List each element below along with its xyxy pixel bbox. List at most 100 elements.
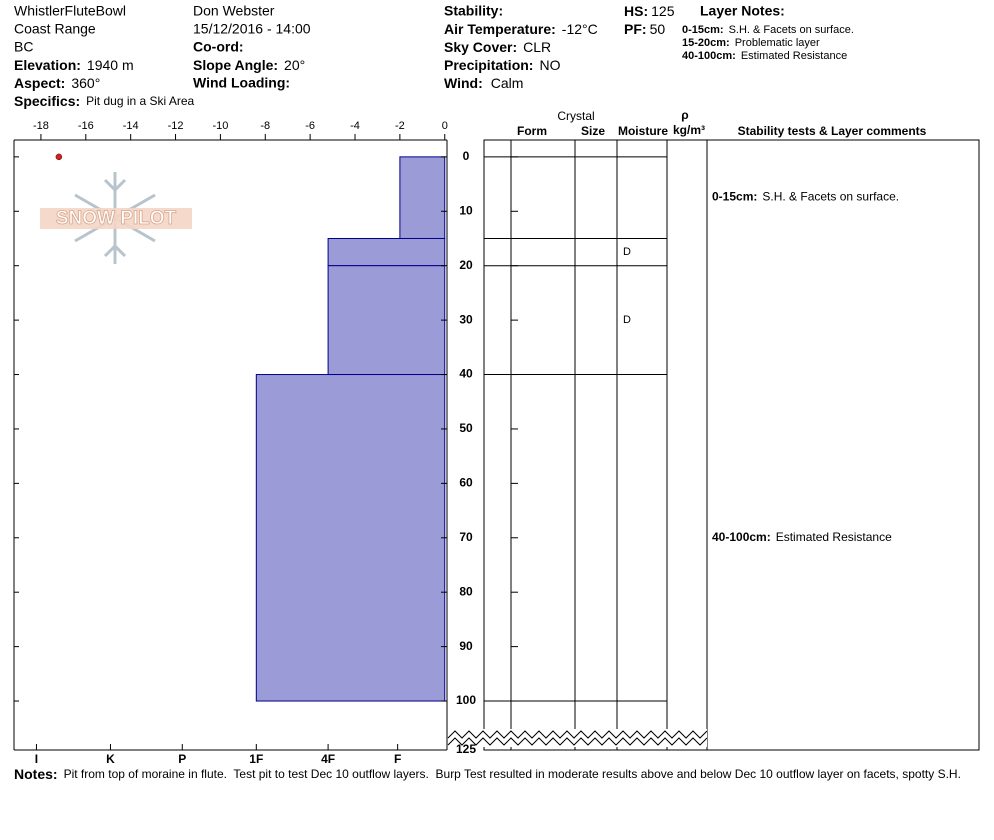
value: Calm — [491, 75, 524, 91]
hardness-label: F — [394, 752, 401, 766]
note-range: 15-20cm: — [682, 37, 730, 49]
elevation: Elevation: 1940 m — [14, 57, 134, 73]
value: 1940 m — [87, 57, 134, 73]
comment-range: 40-100cm: — [712, 530, 771, 544]
hs: HS: 125 — [624, 3, 675, 19]
moisture: D — [623, 314, 631, 326]
hardness-bar — [399, 156, 446, 239]
wind: Wind: Calm — [444, 75, 523, 91]
notes: Notes: Pit from top of moraine in flute. … — [14, 766, 961, 782]
col-header: ρ — [681, 108, 688, 122]
label: Elevation: — [14, 57, 81, 73]
coord-label: Co-ord: — [193, 39, 244, 55]
aspect: Aspect: 360° — [14, 75, 100, 91]
label: PF: — [624, 21, 647, 37]
col-header: Size — [581, 124, 605, 138]
moisture: D — [623, 246, 631, 258]
value: Pit dug in a Ski Area — [86, 94, 194, 108]
y-tick-label: 80 — [459, 584, 473, 598]
note-range: 40-100cm: — [682, 50, 736, 62]
label: Aspect: — [14, 75, 65, 91]
value: NO — [539, 57, 560, 73]
label: Air Temperature: — [444, 21, 556, 37]
col-header: kg/m³ — [673, 123, 705, 137]
col-header: Stability tests & Layer comments — [738, 124, 927, 138]
comment-range: 0-15cm: — [712, 190, 757, 204]
x-tick-label: -16 — [78, 120, 94, 132]
point — [55, 153, 63, 161]
x-tick-label: -6 — [305, 120, 315, 132]
label: Sky Cover: — [444, 39, 517, 55]
y-tick-label: 100 — [456, 693, 476, 707]
air-temp: Air Temperature: -12°C — [444, 21, 598, 37]
slope: Slope Angle: 20° — [193, 57, 305, 73]
state: BC — [14, 39, 33, 55]
layer-note: 0-15cm: S.H. & Facets on surface. — [682, 24, 854, 36]
hardness-label: K — [106, 752, 115, 766]
observer: Don Webster — [193, 3, 275, 19]
hardness-bar — [255, 374, 446, 702]
value: 360° — [71, 75, 100, 91]
y-tick-label: 40 — [459, 367, 473, 381]
y-tick-label: 10 — [459, 203, 473, 217]
comment-text: S.H. & Facets on surface. — [762, 190, 899, 204]
label: Slope Angle: — [193, 57, 278, 73]
label: Wind: — [444, 75, 483, 91]
col-header: Moisture — [618, 124, 668, 138]
note-text: S.H. & Facets on surface. — [729, 24, 854, 36]
layer-comment: 40-100cm: Estimated Resistance — [712, 530, 892, 544]
label: HS: — [624, 3, 648, 19]
y-tick-label: 20 — [459, 258, 473, 272]
note-text: Estimated Resistance — [741, 50, 847, 62]
hardness-label: 4F — [321, 752, 335, 766]
y-tick-label: 50 — [459, 421, 473, 435]
x-tick-label: -10 — [212, 120, 228, 132]
hardness-label: 1F — [249, 752, 263, 766]
y-tick-label: 70 — [459, 530, 473, 544]
table-frame — [447, 139, 980, 751]
location: WhistlerFluteBowl — [14, 3, 126, 19]
hardness-label: P — [178, 752, 186, 766]
label: Precipitation: — [444, 57, 533, 73]
x-tick-label: -14 — [123, 120, 139, 132]
value: CLR — [523, 39, 551, 55]
datetime: 15/12/2016 - 14:00 — [193, 21, 311, 37]
hardness-bar — [327, 237, 446, 267]
layer-note: 15-20cm: Problematic layer — [682, 37, 820, 49]
precip: Precipitation: NO — [444, 57, 561, 73]
specifics: Specifics: Pit dug in a Ski Area — [14, 93, 195, 109]
stability-label: Stability: — [444, 3, 503, 19]
value: 125 — [651, 3, 675, 19]
value: Pit from top of moraine in flute. Test p… — [64, 767, 961, 781]
layer-note: 40-100cm: Estimated Resistance — [682, 50, 847, 62]
logo — [40, 172, 192, 264]
col-header: Crystal — [557, 109, 594, 123]
y-tick-label: 0 — [463, 149, 470, 163]
comment-text: Estimated Resistance — [776, 530, 892, 544]
note-text: Problematic layer — [735, 37, 820, 49]
label: Notes: — [14, 766, 58, 782]
y-tick-label: 90 — [459, 639, 473, 653]
x-tick-label: 0 — [442, 120, 448, 132]
hardness-label: I — [35, 752, 38, 766]
x-tick-label: -4 — [350, 120, 360, 132]
value: 20° — [284, 57, 305, 73]
x-tick-label: -2 — [395, 120, 405, 132]
range: Coast Range — [14, 21, 96, 37]
sky: Sky Cover: CLR — [444, 39, 551, 55]
pf: PF: 50 — [624, 21, 665, 37]
value: 50 — [650, 21, 666, 37]
y-tick-label: 60 — [459, 476, 473, 490]
x-tick-label: -12 — [168, 120, 184, 132]
y-tick-label: 30 — [459, 312, 473, 326]
col-header: Form — [517, 124, 547, 138]
layer-notes: 0-15cm: S.H. & Facets on surface.15-20cm:… — [682, 24, 854, 62]
wind-loading-label: Wind Loading: — [193, 75, 290, 91]
value: -12°C — [562, 21, 598, 37]
label: Specifics: — [14, 93, 80, 109]
hardness-bar — [327, 265, 446, 376]
layer-notes-title: Layer Notes: — [700, 3, 785, 19]
x-tick-label: -8 — [260, 120, 270, 132]
x-tick-label: -18 — [33, 120, 49, 132]
